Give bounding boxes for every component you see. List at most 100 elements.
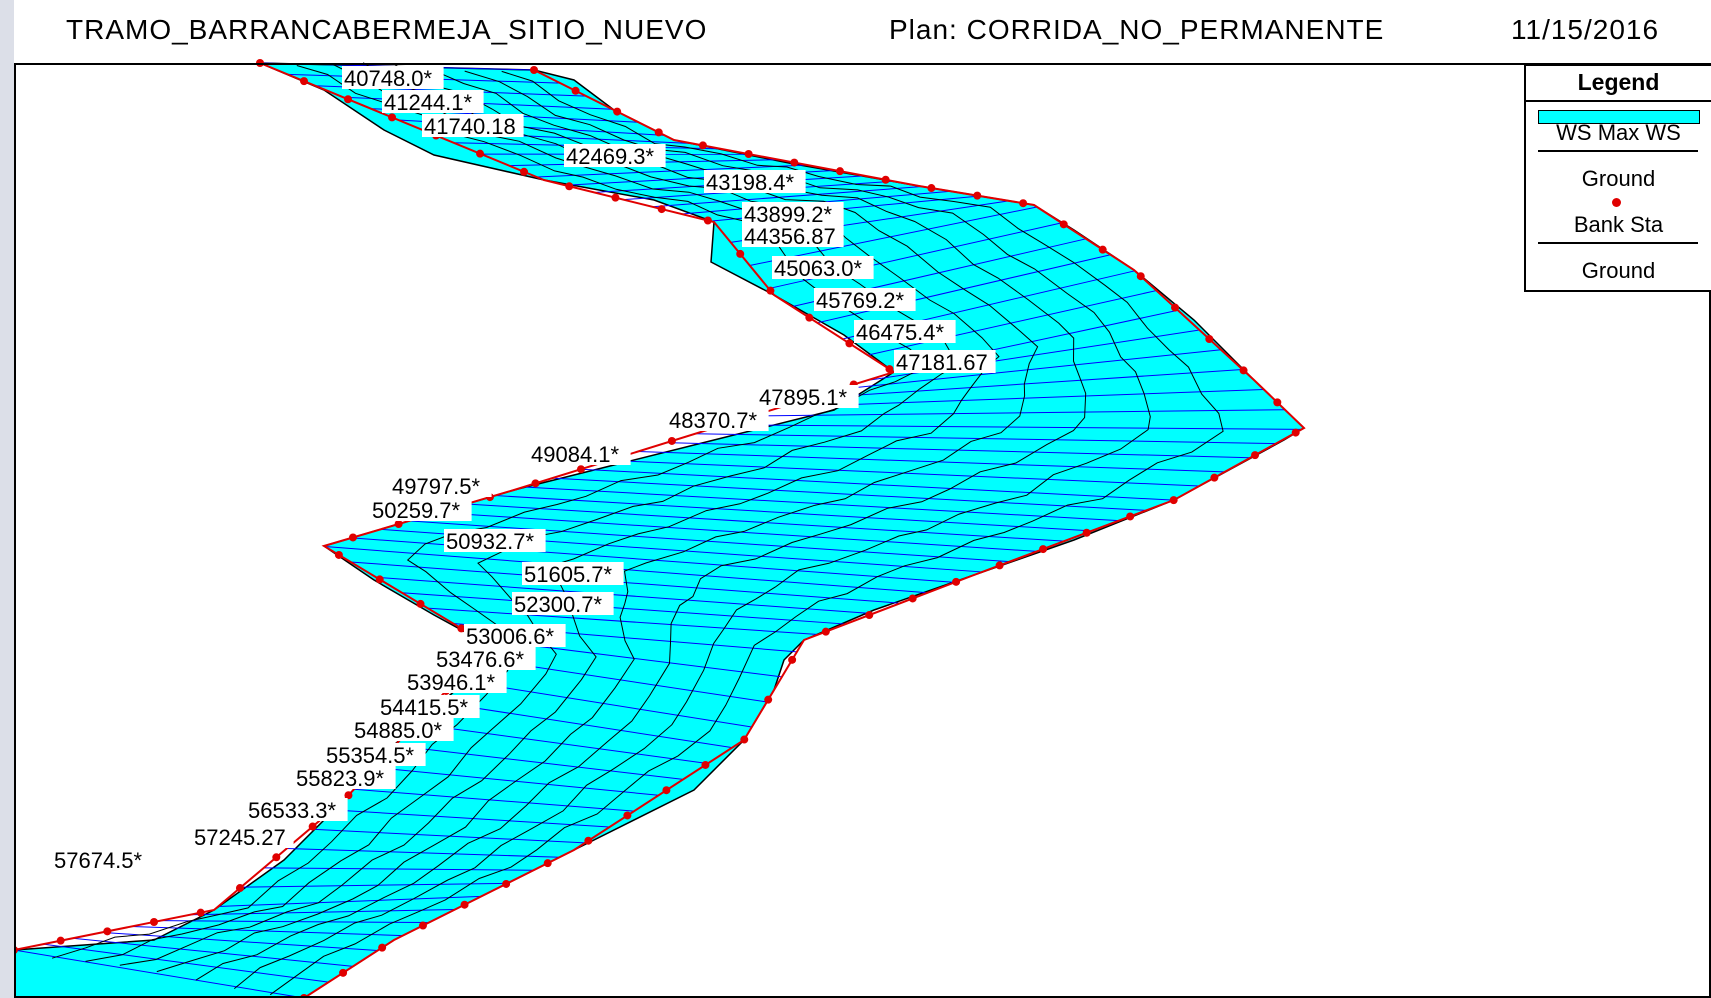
bank-station-dot (1171, 303, 1180, 312)
bank-station-dot (927, 184, 936, 193)
plot-frame: TRAMO_BARRANCABERMEJA_SITIO_NUEVO Plan: … (14, 0, 1711, 998)
bank-station-dot (394, 520, 403, 529)
cross-section-line (809, 369, 1243, 399)
bank-station-dot (1098, 245, 1107, 254)
legend-label: Ground (1581, 258, 1656, 283)
cross-section-line (324, 546, 928, 594)
bank-station-dot (1082, 528, 1091, 537)
station-label: 55354.5* (324, 743, 426, 768)
station-label: 46475.4* (854, 320, 956, 345)
cross-section-line (286, 847, 560, 858)
station-label-text: 53006.6* (466, 624, 555, 649)
bank-station-dot (565, 182, 574, 191)
cross-section-line (332, 809, 610, 828)
station-label-text: 57674.5* (54, 848, 143, 873)
station-label-bg (704, 170, 806, 193)
bank-station-dot (418, 921, 427, 930)
station-label-bg (405, 670, 507, 693)
ground-contour (269, 70, 1224, 996)
station-label-bg (294, 766, 396, 789)
station-label: 47181.67 (894, 350, 996, 375)
station-label: 50259.7* (370, 498, 472, 523)
bank-station-dot (821, 627, 830, 636)
bank-station-dot (576, 465, 585, 474)
cross-section-line (401, 592, 846, 625)
bank-station-dot (1169, 496, 1178, 505)
ground-contour (51, 65, 918, 959)
bank-station-dot (520, 167, 529, 176)
cross-section-line (353, 788, 635, 812)
water-surface-area (14, 62, 1306, 998)
station-label-text: 47181.67 (896, 350, 988, 375)
bank-station-dot (764, 695, 773, 704)
cross-section-line (160, 920, 429, 924)
station-label: 57245.27 (192, 825, 294, 850)
page-title: TRAMO_BARRANCABERMEJA_SITIO_NUEVO (66, 14, 708, 45)
cross-section-line (652, 186, 923, 208)
bank-station-dot (611, 193, 620, 202)
station-label-bg (894, 350, 996, 373)
bank-station-dot (805, 313, 814, 322)
station-label-text: 54415.5* (380, 695, 469, 720)
station-label-text: 45769.2* (816, 288, 905, 313)
bank-station-dot (701, 760, 710, 769)
bank-station-dot (196, 908, 205, 917)
station-label: 41244.1* (382, 90, 484, 115)
station-label-bg (757, 385, 859, 408)
station-label-text: 50259.7* (372, 498, 461, 523)
cross-section-line (780, 389, 1264, 408)
cross-section-line (867, 290, 1157, 356)
station-label-text: 55354.5* (326, 743, 415, 768)
river-plan-view: 40748.0*41244.1*41740.18 42469.3* 43198.4*… (14, 59, 1711, 998)
cross-section-line (495, 495, 1092, 532)
bank-station-dot (698, 141, 707, 150)
bank-station-dot (1273, 398, 1282, 407)
cross-section-line (394, 745, 684, 780)
station-label-bg (742, 202, 844, 225)
cross-section-line (638, 450, 1225, 473)
bank-station-dot (1126, 512, 1135, 521)
station-label-text: 42469.3* (566, 144, 655, 169)
station-label-bg (512, 592, 614, 615)
ground-line-symbol (1538, 242, 1698, 244)
station-label-text: 44356.87 (744, 224, 836, 249)
station-label-bg (192, 825, 294, 848)
bank-station-dot (973, 191, 982, 200)
bank-stations (14, 59, 1306, 998)
station-label-bg (742, 224, 844, 247)
bank-station-dot (1291, 428, 1300, 437)
bank-station-dot (1019, 199, 1028, 208)
station-label: 49797.5* (390, 474, 492, 499)
bank-station-dot (543, 859, 552, 868)
ws-swatch (1538, 110, 1700, 124)
bank-station-dot (378, 943, 387, 952)
legend: Legend WS Max WS Ground Bank Sta Ground (1524, 64, 1711, 292)
cross-section-line (241, 882, 508, 888)
bank-station-dot (766, 286, 775, 295)
legend-label: Ground (1581, 166, 1656, 191)
bank-station-dot (952, 577, 961, 586)
bank-station-dot (995, 561, 1004, 570)
station-label-text: 56533.3* (248, 798, 337, 823)
bank-station-dot (150, 917, 159, 926)
bank-station-dot (103, 927, 112, 936)
bank-station-dot (845, 339, 854, 348)
station-labels: 40748.0*41244.1*41740.18 42469.3* 43198.4*… (52, 66, 996, 873)
cross-section-line (14, 949, 305, 998)
cross-section-line (552, 477, 1147, 511)
bank-station-dot (571, 86, 580, 95)
station-label-text: 45063.0* (774, 256, 863, 281)
cross-section-line (409, 520, 1010, 563)
station-label-bg (246, 798, 348, 821)
station-label: 55823.9* (294, 766, 396, 791)
bank-station-dot (56, 936, 65, 945)
station-label: 52300.7* (512, 592, 614, 617)
bank-station-dot (457, 624, 466, 633)
station-label: 45769.2* (814, 288, 916, 313)
plan-name: Plan: CORRIDA_NO_PERMANENTE (889, 14, 1385, 45)
station-label-bg (378, 695, 480, 718)
legend-title: Legend (1526, 66, 1711, 102)
station-label-text: 50932.7* (446, 529, 535, 554)
bank-station-dot (460, 900, 469, 909)
station-label: 45063.0* (772, 256, 874, 281)
